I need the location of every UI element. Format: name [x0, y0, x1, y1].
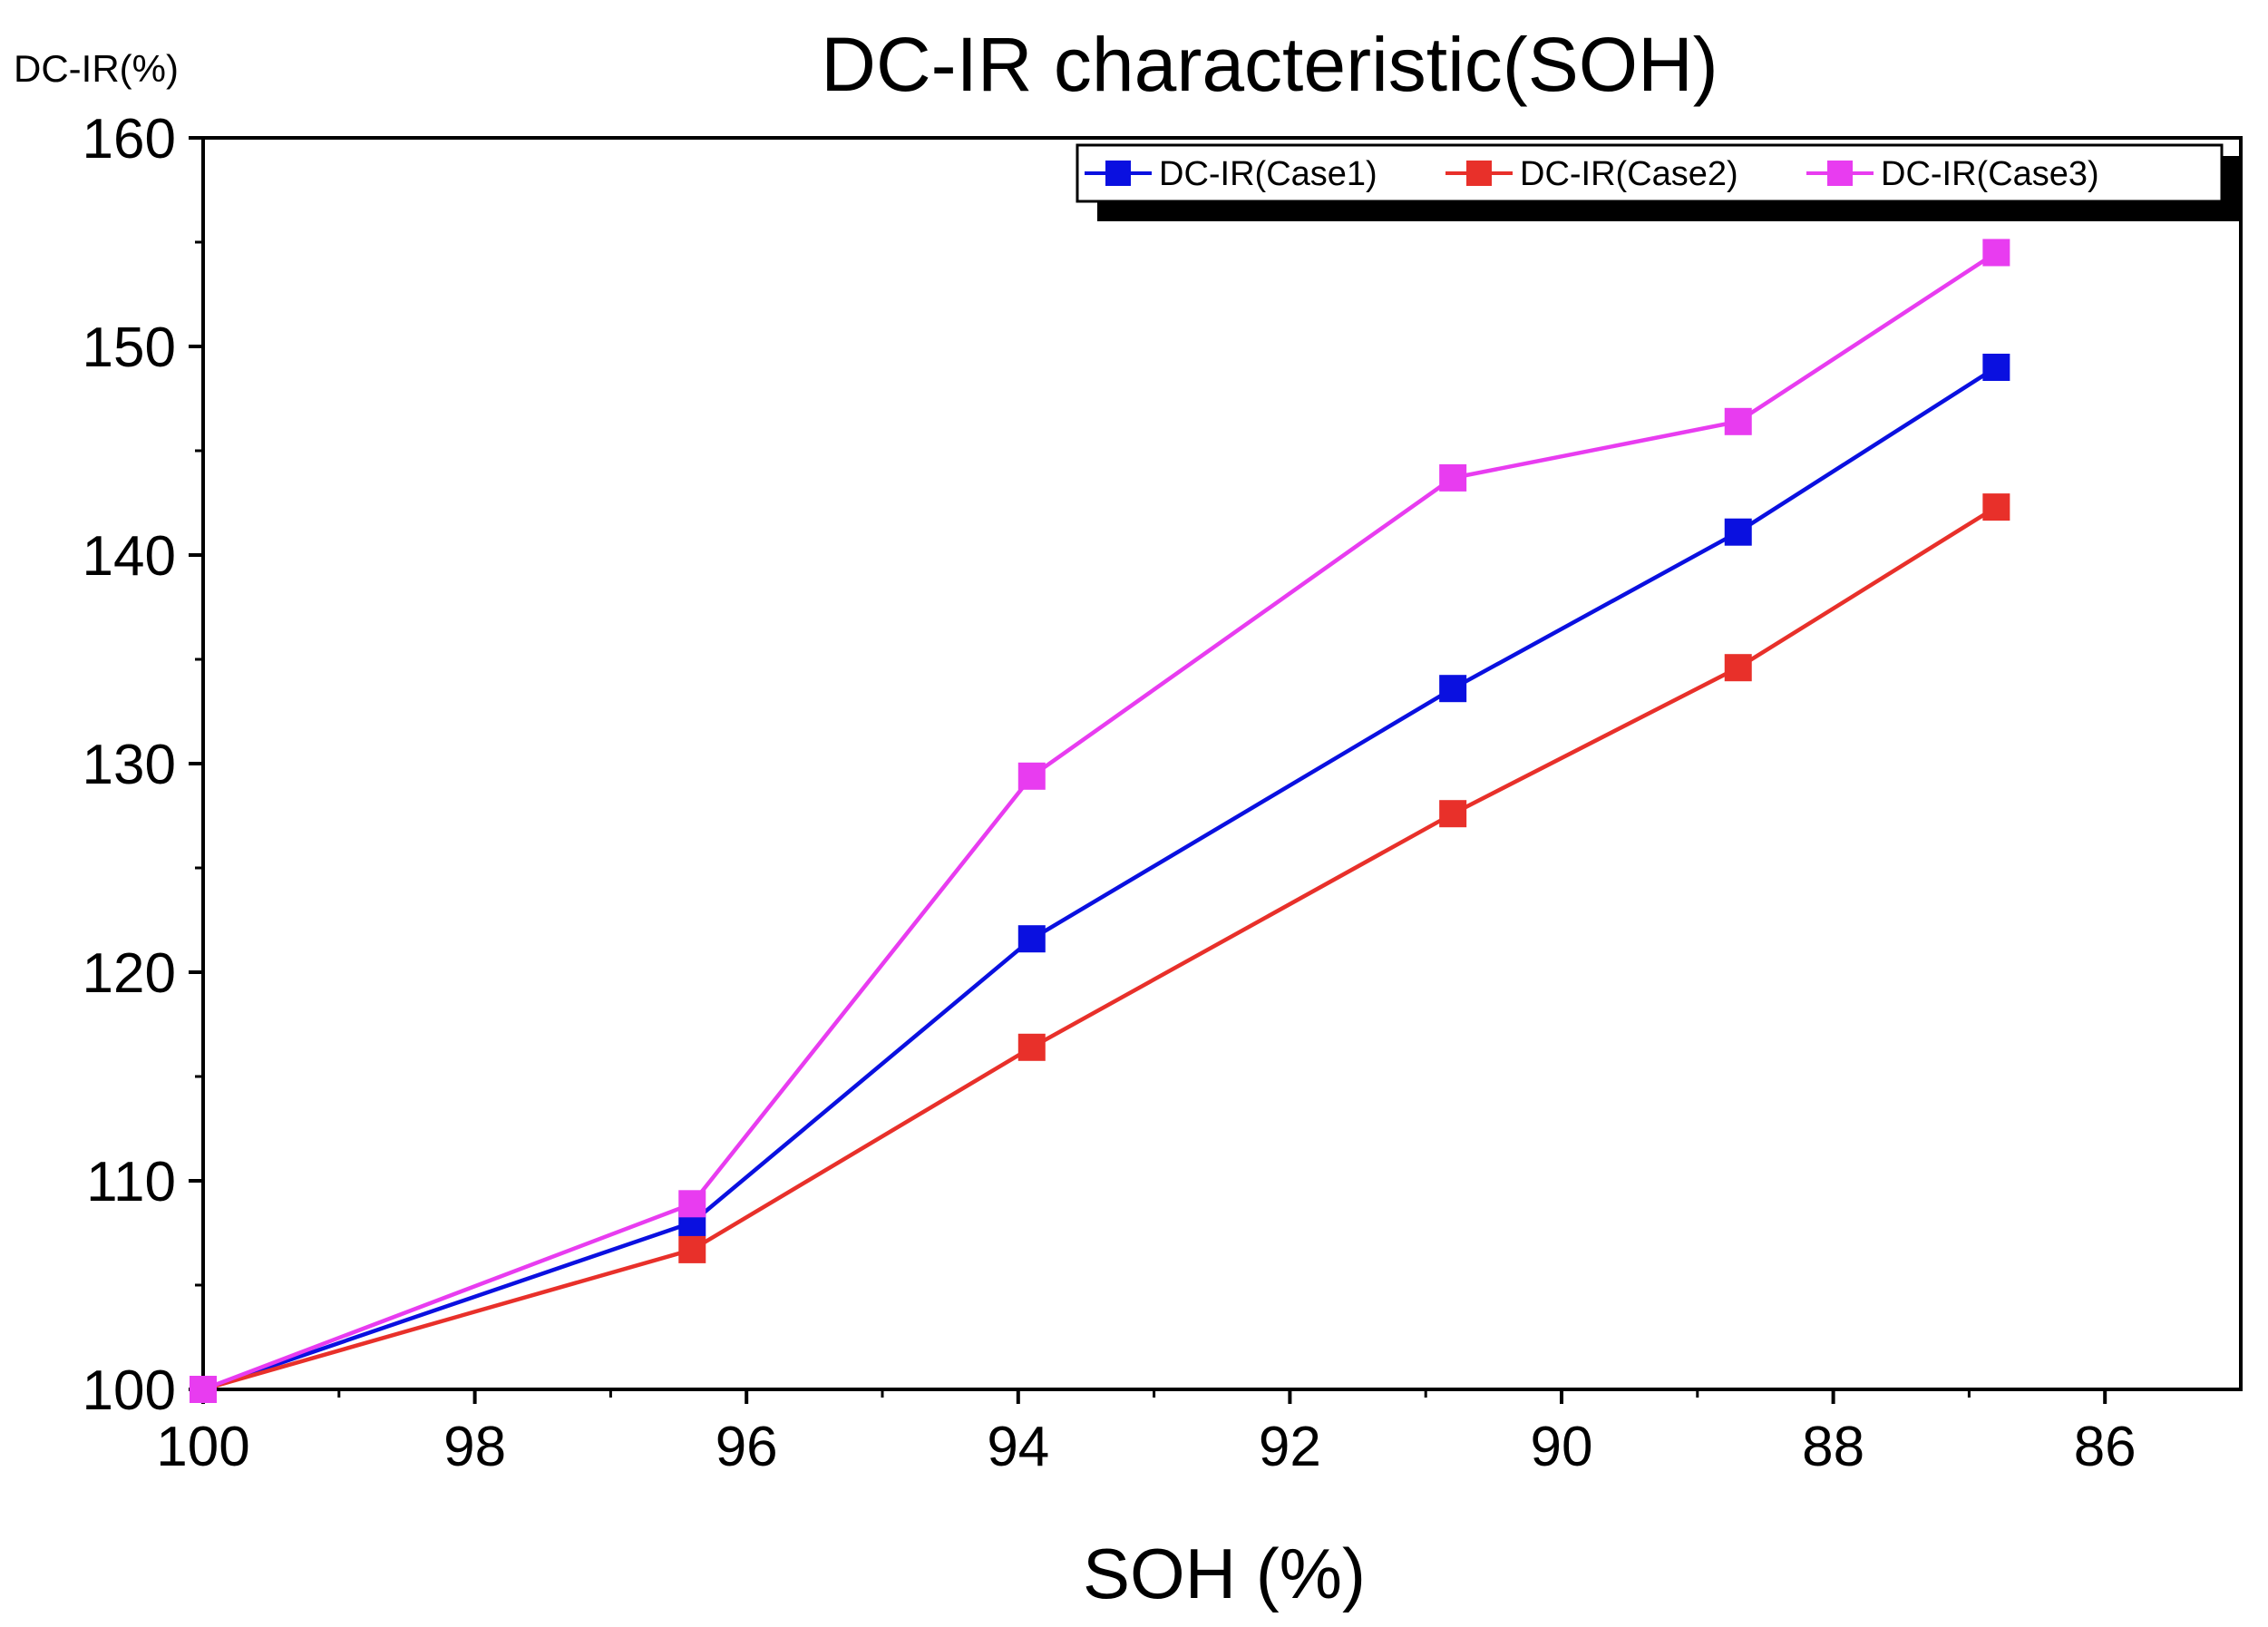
x-tick-label: 96: [715, 1416, 778, 1478]
data-point: [1724, 518, 1752, 546]
legend-label: DC-IR(Case1): [1159, 155, 1377, 193]
data-point: [1439, 463, 1467, 492]
y-tick-label: 110: [86, 1151, 176, 1213]
legend: DC-IR(Case1) DC-IR(Case2) DC-IR(Case3): [1076, 143, 2240, 221]
data-point: [1724, 654, 1752, 682]
data-point: [1017, 762, 1046, 790]
data-point: [1724, 407, 1752, 435]
series-3: [190, 239, 2010, 1403]
plot-frame: [201, 136, 2243, 1391]
x-tick-label: 90: [1531, 1416, 1593, 1478]
data-point: [1017, 1033, 1046, 1061]
series-line: [202, 365, 1998, 1392]
x-tick-label: 100: [156, 1416, 249, 1478]
legend-marker: [1466, 161, 1492, 186]
data-point: [1982, 239, 2010, 267]
series-1: [190, 354, 2010, 1403]
y-axis-label: DC-IR(%): [14, 47, 179, 90]
legend-label: DC-IR(Case3): [1881, 155, 2099, 193]
legend-marker: [1105, 161, 1131, 186]
data-point: [1439, 800, 1467, 828]
legend-items: DC-IR(Case1) DC-IR(Case2) DC-IR(Case3): [1085, 155, 2099, 193]
axis-ticks: 100 110 120 130 140 150 160 100 98 96 94 92 90 88 86: [83, 108, 2137, 1478]
legend-item-2: DC-IR(Case2): [1445, 155, 1738, 193]
series-layer: [190, 239, 2010, 1403]
legend-label: DC-IR(Case2): [1520, 155, 1738, 193]
series-line: [202, 505, 1998, 1392]
legend-box: [1076, 143, 2224, 203]
legend-item-3: DC-IR(Case3): [1806, 155, 2099, 193]
data-point: [678, 1235, 706, 1263]
y-tick-label: 150: [83, 317, 176, 379]
y-tick-label: 130: [83, 734, 176, 796]
y-tick-label: 100: [83, 1359, 176, 1422]
x-tick-label: 88: [1802, 1416, 1864, 1478]
data-point: [1982, 354, 2010, 381]
y-tick-label: 120: [83, 942, 176, 1005]
chart-title: DC-IR characteristic(SOH): [821, 22, 1718, 107]
series-line: [202, 250, 1998, 1392]
data-point: [1982, 493, 2010, 521]
y-tick-label: 140: [83, 525, 176, 588]
x-tick-label: 98: [443, 1416, 506, 1478]
series-2: [190, 493, 2010, 1403]
x-axis-label: SOH (%): [1083, 1534, 1366, 1613]
legend-item-1: DC-IR(Case1): [1085, 155, 1377, 193]
x-tick-label: 92: [1259, 1416, 1321, 1478]
y-tick-label: 160: [83, 108, 176, 170]
x-tick-label: 86: [2074, 1416, 2137, 1478]
data-point: [1017, 925, 1046, 953]
data-point: [190, 1376, 217, 1403]
x-tick-label: 94: [987, 1416, 1049, 1478]
legend-marker: [1827, 161, 1853, 186]
data-point: [1439, 675, 1467, 703]
data-point: [678, 1190, 706, 1218]
